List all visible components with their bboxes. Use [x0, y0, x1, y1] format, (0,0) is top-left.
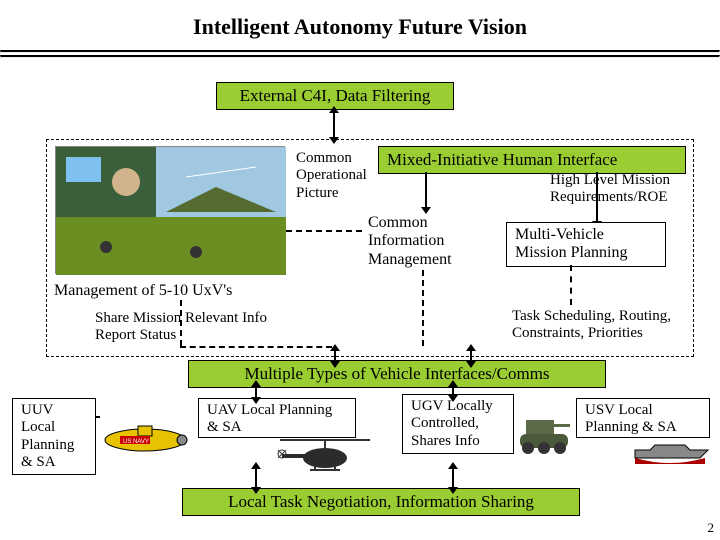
cim-label: Common Information Management: [368, 214, 478, 269]
dash-img-cim: [286, 230, 362, 232]
boat-icon: [630, 440, 710, 475]
page-number: 2: [708, 520, 715, 536]
arrow-ugv-local: [452, 468, 454, 488]
mgmt-label: Management of 5-10 UxV's: [54, 282, 294, 300]
hlm-label: High Level Mission Requirements/ROE: [550, 172, 700, 207]
local-task-box: Local Task Negotiation, Information Shar…: [182, 488, 580, 516]
arrow-int-uav: [255, 386, 257, 398]
arrow-mi-cim: [425, 172, 427, 208]
mixed-initiative-box: Mixed-Initiative Human Interface: [378, 146, 686, 174]
task-label: Task Scheduling, Routing, Constraints, P…: [512, 308, 702, 343]
title-rule-2: [0, 55, 720, 58]
operator-image: [55, 146, 285, 274]
dash-h-mid: [180, 346, 332, 348]
share-label: Share Mission Relevant Info Report Statu…: [95, 310, 305, 345]
dash-v-cim: [422, 270, 424, 346]
multi-vehicle-box: Multi-Vehicle Mission Planning: [506, 222, 666, 267]
arrow-mi-mvmp: [596, 172, 598, 222]
page-title: Intelligent Autonomy Future Vision: [0, 0, 720, 50]
conn-uuv: [96, 416, 100, 418]
submarine-icon: US NAVY: [100, 418, 190, 463]
uuv-box: UUV Local Planning & SA: [12, 398, 96, 475]
arrow-region-interfaces-1: [334, 350, 336, 362]
ugv-box: UGV Locally Controlled, Shares Info: [402, 394, 514, 454]
usv-box: USV Local Planning & SA: [576, 398, 710, 438]
arrow-c4i-down: [333, 112, 335, 138]
arrow-uav-local: [255, 468, 257, 488]
cop-label: Common Operational Picture: [296, 150, 386, 202]
title-rule: [0, 50, 720, 53]
arrow-region-interfaces-2: [470, 350, 472, 362]
dash-v-left: [180, 300, 182, 346]
arrow-int-ugv: [452, 386, 454, 396]
svg-text:US NAVY: US NAVY: [123, 439, 149, 445]
helicopter-icon: [270, 432, 380, 482]
dash-v-mvmp: [570, 265, 572, 305]
scene-icon: [56, 147, 286, 275]
tank-icon: [516, 410, 572, 465]
